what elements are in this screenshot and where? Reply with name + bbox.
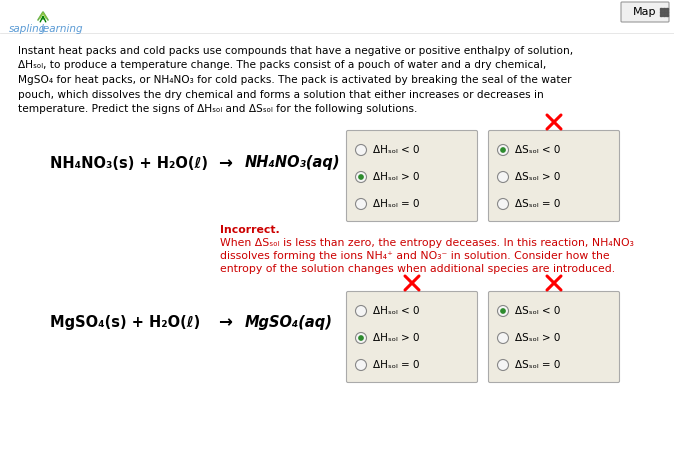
Text: →: → (218, 313, 232, 331)
Circle shape (355, 360, 367, 370)
Text: ΔSₛₒₗ > 0: ΔSₛₒₗ > 0 (515, 172, 560, 182)
Circle shape (358, 174, 364, 180)
Circle shape (500, 147, 506, 153)
Text: When ΔSₛₒₗ is less than zero, the entropy deceases. In this reaction, NH₄NO₃: When ΔSₛₒₗ is less than zero, the entrop… (220, 238, 634, 248)
Circle shape (355, 172, 367, 182)
Text: Map: Map (634, 7, 656, 17)
Text: dissolves forming the ions NH₄⁺ and NO₃⁻ in solution. Consider how the: dissolves forming the ions NH₄⁺ and NO₃⁻… (220, 251, 609, 261)
Text: MgSO₄ for heat packs, or NH₄NO₃ for cold packs. The pack is activated by breakin: MgSO₄ for heat packs, or NH₄NO₃ for cold… (18, 75, 572, 85)
Text: ΔSₛₒₗ < 0: ΔSₛₒₗ < 0 (515, 145, 560, 155)
Circle shape (497, 172, 508, 182)
FancyBboxPatch shape (346, 131, 477, 221)
Circle shape (355, 198, 367, 210)
Circle shape (500, 308, 506, 314)
Text: pouch, which dissolves the dry chemical and forms a solution that either increas: pouch, which dissolves the dry chemical … (18, 89, 544, 100)
FancyBboxPatch shape (489, 131, 619, 221)
Text: ΔHₛₒₗ < 0: ΔHₛₒₗ < 0 (373, 306, 419, 316)
Text: NH₄NO₃(s) + H₂O(ℓ): NH₄NO₃(s) + H₂O(ℓ) (50, 155, 208, 171)
Text: ΔSₛₒₗ = 0: ΔSₛₒₗ = 0 (515, 199, 560, 209)
Text: NH₄NO₃(aq): NH₄NO₃(aq) (245, 155, 340, 171)
Circle shape (355, 333, 367, 343)
Text: MgSO₄(aq): MgSO₄(aq) (245, 314, 333, 330)
Text: Incorrect.: Incorrect. (220, 225, 280, 235)
Text: ΔHₛₒₗ = 0: ΔHₛₒₗ = 0 (373, 199, 419, 209)
Text: ΔHₛₒₗ > 0: ΔHₛₒₗ > 0 (373, 333, 419, 343)
Circle shape (497, 198, 508, 210)
Circle shape (497, 145, 508, 155)
Text: temperature. Predict the signs of ΔHₛₒₗ and ΔSₛₒₗ for the following solutions.: temperature. Predict the signs of ΔHₛₒₗ … (18, 104, 417, 114)
Text: entropy of the solution changes when additional species are introduced.: entropy of the solution changes when add… (220, 264, 615, 274)
FancyBboxPatch shape (621, 2, 669, 22)
Circle shape (355, 145, 367, 155)
Text: ΔHₛₒₗ < 0: ΔHₛₒₗ < 0 (373, 145, 419, 155)
Text: ΔHₛₒₗ > 0: ΔHₛₒₗ > 0 (373, 172, 419, 182)
Circle shape (358, 335, 364, 341)
FancyBboxPatch shape (346, 291, 477, 383)
Text: ΔHₛₒₗ = 0: ΔHₛₒₗ = 0 (373, 360, 419, 370)
FancyBboxPatch shape (489, 291, 619, 383)
Text: ΔSₛₒₗ > 0: ΔSₛₒₗ > 0 (515, 333, 560, 343)
Text: Instant heat packs and cold packs use compounds that have a negative or positive: Instant heat packs and cold packs use co… (18, 46, 573, 56)
Text: ΔSₛₒₗ < 0: ΔSₛₒₗ < 0 (515, 306, 560, 316)
Text: ΔSₛₒₗ = 0: ΔSₛₒₗ = 0 (515, 360, 560, 370)
Circle shape (497, 333, 508, 343)
Circle shape (355, 305, 367, 317)
Text: sapling: sapling (9, 24, 47, 34)
Circle shape (497, 305, 508, 317)
Text: MgSO₄(s) + H₂O(ℓ): MgSO₄(s) + H₂O(ℓ) (50, 314, 200, 330)
Text: →: → (218, 154, 232, 172)
Text: learning: learning (41, 24, 84, 34)
Text: ΔHₛₒₗ, to produce a temperature change. The packs consist of a pouch of water an: ΔHₛₒₗ, to produce a temperature change. … (18, 61, 546, 70)
Circle shape (497, 360, 508, 370)
